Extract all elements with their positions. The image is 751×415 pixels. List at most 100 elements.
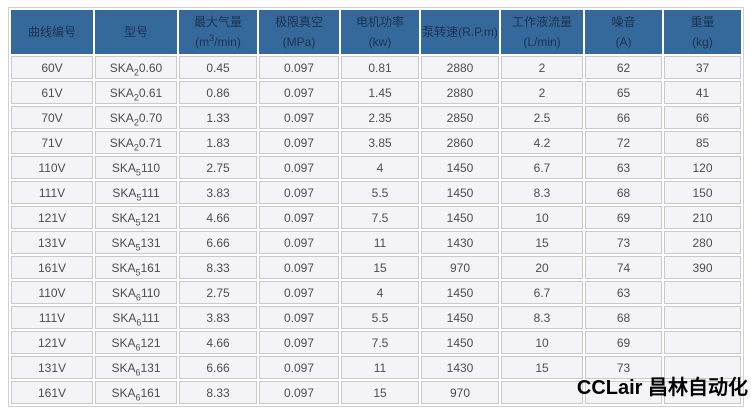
cell-noise: 63 [585,156,662,179]
watermark: CCLair 昌林自动化 [576,377,748,399]
cell-flow: 8.3 [501,306,583,329]
cell-power: 2.35 [341,106,419,129]
cell-speed: 2860 [421,131,499,154]
cell-air: 3.83 [179,306,257,329]
cell-weight: 120 [664,156,741,179]
cell-weight: 390 [664,256,741,279]
cell-curve: 161V [11,256,93,279]
cell-air: 1.83 [179,131,257,154]
cell-air: 0.45 [179,56,257,79]
col-header-air: 最大气量 (m3/min) [179,10,257,54]
cell-air: 4.66 [179,206,257,229]
cell-power: 1.45 [341,81,419,104]
cell-air: 0.86 [179,81,257,104]
cell-power: 5.5 [341,181,419,204]
col-header-flow: 工作液流量 (L/min) [501,10,583,54]
cell-model: SKA6111 [95,306,177,329]
cell-curve: 161V [11,381,93,404]
cell-model: SKA20.61 [95,81,177,104]
table-row: 110V SKA5110 2.75 0.097 4 1450 6.7 63 120 [11,156,741,179]
cell-power: 15 [341,381,419,404]
cell-speed: 1450 [421,281,499,304]
cell-vacuum: 0.097 [259,331,339,354]
spec-table: 曲线编号 型号 最大气量 (m3/min) 极限真空 (MPa) 电机功率 (kw) 泵转速(R… [8,7,744,407]
cell-speed: 1450 [421,156,499,179]
cell-model: SKA5110 [95,156,177,179]
cell-curve: 131V [11,231,93,254]
cell-noise: 69 [585,331,662,354]
cell-flow: 10 [501,331,583,354]
cell-power: 4 [341,156,419,179]
table-row: 61V SKA20.61 0.86 0.097 1.45 2880 2 65 41 [11,81,741,104]
cell-speed: 1450 [421,306,499,329]
cell-vacuum: 0.097 [259,81,339,104]
cell-noise: 74 [585,256,662,279]
cell-power: 4 [341,281,419,304]
table-row: 71V SKA20.71 1.83 0.097 3.85 2860 4.2 72 85 [11,131,741,154]
table-row: 131V SKA5131 6.66 0.097 11 1430 15 73 280 [11,231,741,254]
table-row: 60V SKA20.60 0.45 0.097 0.81 2880 2 62 37 [11,56,741,79]
col-header-power: 电机功率 (kw) [341,10,419,54]
table-row: 111V SKA5111 3.83 0.097 5.5 1450 8.3 68 150 [11,181,741,204]
cell-vacuum: 0.097 [259,281,339,304]
cell-vacuum: 0.097 [259,356,339,379]
cell-vacuum: 0.097 [259,231,339,254]
cell-model: SKA6121 [95,331,177,354]
cell-flow [501,381,583,404]
cell-noise: 68 [585,181,662,204]
table-row: 161V SKA5161 8.33 0.097 15 970 20 74 390 [11,256,741,279]
cell-vacuum: 0.097 [259,381,339,404]
col-header-model: 型号 [95,10,177,54]
cell-weight [664,381,741,404]
cell-curve: 121V [11,206,93,229]
cell-noise: 72 [585,131,662,154]
cell-vacuum: 0.097 [259,256,339,279]
table-row: 121V SKA5121 4.66 0.097 7.5 1450 10 69 210 [11,206,741,229]
col-header-speed: 泵转速(R.P.m) [421,10,499,54]
cell-weight: 150 [664,181,741,204]
cell-model: SKA20.60 [95,56,177,79]
cell-vacuum: 0.097 [259,56,339,79]
col-header-weight: 重量 (kg) [664,10,741,54]
header-row: 曲线编号 型号 最大气量 (m3/min) 极限真空 (MPa) 电机功率 (kw) 泵转速(R… [11,10,741,54]
cell-noise: 62 [585,56,662,79]
cell-noise: 68 [585,306,662,329]
cell-air: 4.66 [179,331,257,354]
table-body: 60V SKA20.60 0.45 0.097 0.81 2880 2 62 37 61V SKA2… [11,56,741,404]
cell-speed: 1450 [421,206,499,229]
cell-curve: 60V [11,56,93,79]
cell-noise: 73 [585,231,662,254]
cell-air: 8.33 [179,381,257,404]
cell-speed: 970 [421,381,499,404]
col-header-curve: 曲线编号 [11,10,93,54]
cell-model: SKA6161 [95,381,177,404]
cell-model: SKA20.71 [95,131,177,154]
cell-noise: 69 [585,206,662,229]
cell-weight [664,331,741,354]
cell-curve: 111V [11,181,93,204]
cell-model: SKA6131 [95,356,177,379]
cell-curve: 71V [11,131,93,154]
cell-flow: 4.2 [501,131,583,154]
table-row: 161V SKA6161 8.33 0.097 15 970 [11,381,741,404]
cell-flow: 10 [501,206,583,229]
table-row: 111V SKA6111 3.83 0.097 5.5 1450 8.3 68 [11,306,741,329]
cell-flow: 8.3 [501,181,583,204]
cell-air: 8.33 [179,256,257,279]
cell-noise: 73 [585,356,662,379]
cell-noise: 66 [585,106,662,129]
cell-curve: 110V [11,281,93,304]
col-header-noise: 噪音 (A) [585,10,662,54]
cell-model: SKA20.70 [95,106,177,129]
cell-model: SKA5111 [95,181,177,204]
cell-model: SKA5121 [95,206,177,229]
cell-model: SKA5131 [95,231,177,254]
cell-flow: 15 [501,231,583,254]
cell-power: 11 [341,356,419,379]
cell-noise [585,381,662,404]
table-header: 曲线编号 型号 最大气量 (m3/min) 极限真空 (MPa) 电机功率 (kw) 泵转速(R… [11,10,741,54]
cell-weight [664,306,741,329]
cell-air: 6.66 [179,356,257,379]
table-row: 70V SKA20.70 1.33 0.097 2.35 2850 2.5 66 66 [11,106,741,129]
